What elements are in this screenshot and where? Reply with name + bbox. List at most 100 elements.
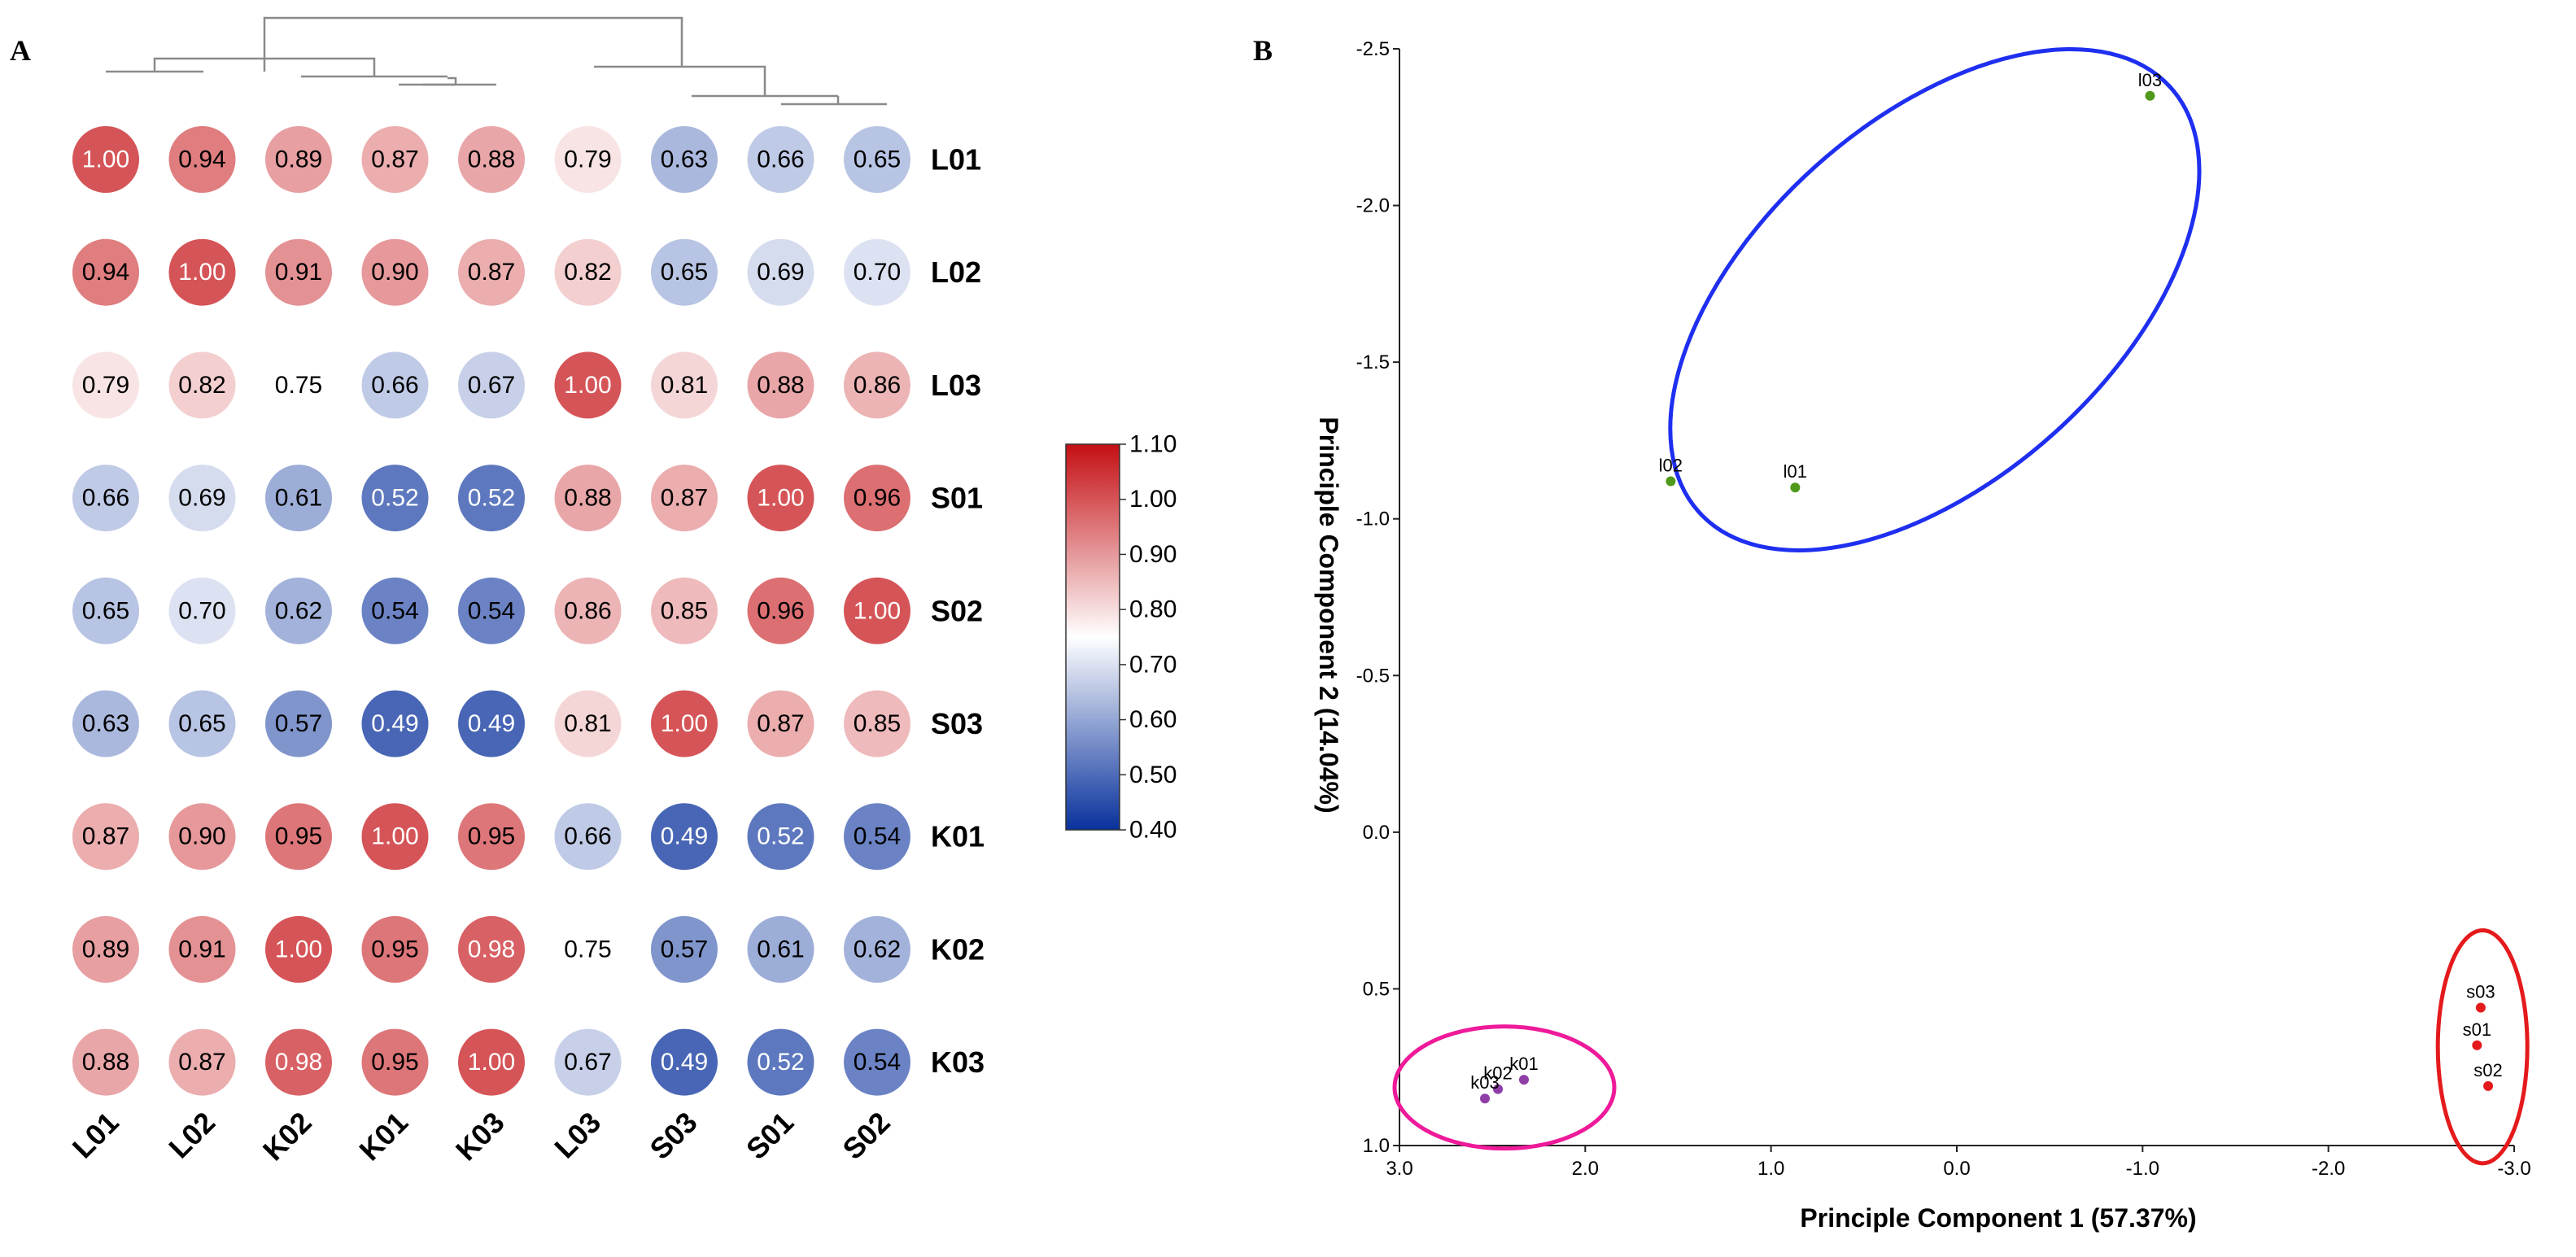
heatmap-cell-value: 0.54 (854, 823, 901, 850)
heatmap-cell-value: 0.65 (82, 597, 129, 624)
heatmap-cell-value: 0.88 (564, 485, 611, 512)
heatmap-cell-value: 0.81 (661, 372, 708, 399)
heatmap-cell-value: 0.61 (757, 936, 804, 962)
x-tick-label: -3.0 (2497, 1158, 2530, 1180)
pca-point (1518, 1075, 1529, 1085)
pca-point-label: s02 (2473, 1060, 2502, 1080)
colorbar-tick-label: 0.50 (1129, 762, 1177, 788)
heatmap-cell-value: 0.66 (371, 372, 418, 399)
column-label: S02 (836, 1106, 896, 1166)
heatmap-cell (458, 803, 525, 871)
heatmap-cell-value: 0.87 (178, 1049, 225, 1076)
heatmap-cell-value: 0.91 (275, 259, 322, 286)
y-tick-label: -2.0 (1356, 195, 1390, 217)
heatmap-cell (361, 238, 429, 306)
heatmap-cell (844, 351, 910, 419)
heatmap-cell-value: 1.00 (82, 146, 129, 173)
heatmap-cell (265, 238, 332, 306)
heatmap-cell-value: 0.81 (564, 710, 611, 737)
heatmap-cell (554, 1028, 622, 1096)
heatmap-cell (554, 690, 622, 757)
heatmap-cell (458, 915, 525, 983)
heatmap-cell-value: 0.69 (757, 259, 804, 286)
pca-point (1666, 476, 1676, 487)
heatmap-cell-value: 1.00 (661, 710, 708, 737)
heatmap-cell (72, 915, 139, 983)
heatmap-cell (554, 577, 622, 644)
heatmap-cell (72, 577, 139, 644)
heatmap-cell (72, 238, 139, 306)
heatmap-cell-value: 0.49 (661, 823, 708, 850)
heatmap-cell-value: 0.89 (82, 936, 129, 962)
heatmap-cell-value: 0.86 (854, 372, 901, 399)
heatmap-cell (265, 803, 332, 871)
heatmap-cell (844, 577, 910, 644)
pca-point-label: l01 (1784, 461, 1807, 482)
x-tick-label: 1.0 (1757, 1158, 1784, 1180)
heatmap-cell (554, 915, 622, 983)
pca-point (2472, 1040, 2482, 1050)
heatmap-cell-value: 0.79 (564, 146, 611, 173)
heatmap-cell-value: 0.95 (275, 823, 322, 850)
heatmap-cell (747, 690, 814, 757)
heatmap-cell (168, 465, 236, 532)
colorbar-tick-label: 0.80 (1129, 596, 1177, 623)
heatmap-cell (361, 126, 429, 193)
heatmap-cell (265, 351, 332, 419)
row-label: S01 (931, 482, 983, 515)
heatmap-cell-value: 0.89 (275, 146, 322, 173)
heatmap-cell (265, 690, 332, 757)
heatmap-cell-value: 0.63 (661, 146, 708, 173)
heatmap-cell (361, 577, 429, 644)
heatmap-cell-value: 0.52 (468, 485, 515, 512)
heatmap-cell (554, 351, 622, 419)
heatmap-cell (265, 126, 332, 193)
correlation-heatmap: 1.00 0.94 0.89 0.87 0.88 0.79 0.63 0.66 0.65 L01 0… (66, 126, 985, 1167)
heatmap-cell-value: 0.94 (178, 146, 225, 173)
heatmap-cell (168, 690, 236, 757)
heatmap-cell (458, 577, 525, 644)
colorbar-tick-label: 0.60 (1129, 706, 1177, 733)
column-label: K02 (256, 1106, 318, 1168)
heatmap-cell (72, 1028, 139, 1096)
heatmap-cell-value: 0.67 (564, 1049, 611, 1076)
y-tick-label: 0.5 (1363, 978, 1390, 1000)
heatmap-cell (361, 803, 429, 871)
dendrogram-branch (263, 16, 683, 72)
heatmap-cell-value: 0.52 (757, 823, 804, 850)
heatmap-cell (72, 126, 139, 193)
heatmap-cell (747, 915, 814, 983)
heatmap-cell (168, 351, 236, 419)
group-ellipse-k (1392, 1024, 1617, 1151)
heatmap-cell-value: 0.54 (371, 597, 418, 624)
heatmap-cell (72, 690, 139, 757)
x-tick-label: -1.0 (2126, 1158, 2159, 1180)
heatmap-cell (844, 238, 910, 306)
colorbar-tick-label: 1.00 (1129, 486, 1177, 513)
heatmap-cell (554, 465, 622, 532)
heatmap-cell-value: 0.69 (178, 485, 225, 512)
heatmap-cell-value: 0.65 (661, 259, 708, 286)
column-label: S01 (740, 1106, 800, 1166)
heatmap-cell (168, 577, 236, 644)
heatmap-cell-value: 0.75 (564, 936, 611, 962)
row-label: L01 (931, 143, 981, 177)
heatmap-cell-value: 0.98 (275, 1049, 322, 1076)
heatmap-cell-value: 0.96 (757, 597, 804, 624)
heatmap-cell (168, 1028, 236, 1096)
heatmap-cell-value: 0.87 (661, 485, 708, 512)
y-tick-label: -1.5 (1356, 351, 1390, 373)
heatmap-cell (747, 1028, 814, 1096)
heatmap-cell-value: 0.57 (661, 936, 708, 962)
heatmap-cell (265, 577, 332, 644)
pca-point (2475, 1002, 2486, 1013)
heatmap-cell (265, 1028, 332, 1096)
column-label: L03 (548, 1106, 607, 1165)
row-label: L02 (931, 255, 981, 289)
heatmap-cell-value: 0.98 (468, 936, 515, 962)
heatmap-cell (747, 577, 814, 644)
heatmap-cell-value: 0.87 (468, 259, 515, 286)
heatmap-cell-value: 0.75 (275, 372, 322, 399)
y-tick-label: -0.5 (1356, 665, 1390, 687)
heatmap-cell-value: 0.86 (564, 597, 611, 624)
